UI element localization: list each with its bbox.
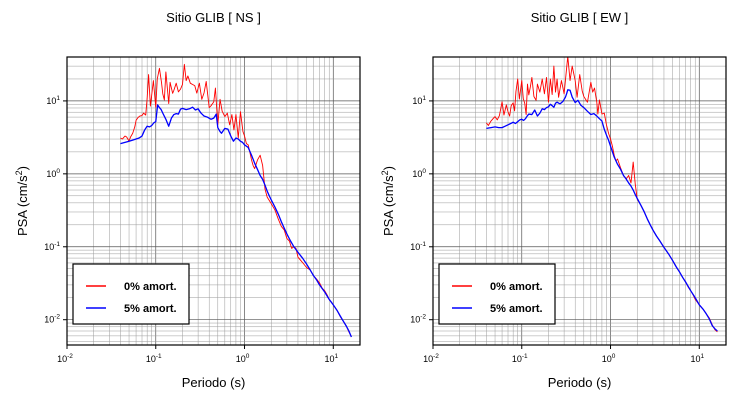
x-tick-base: 10 xyxy=(57,354,67,364)
x-axis-label: Periodo (s) xyxy=(182,375,246,390)
x-tick-exponent: -2 xyxy=(67,353,73,360)
y-axis-label-superscript: 2 xyxy=(14,170,24,175)
y-tick-label: 100 xyxy=(412,168,426,179)
y-tick-label: 101 xyxy=(46,95,60,106)
x-tick-label: 10-2 xyxy=(57,353,73,364)
chart-title: Sitio GLIB [ NS ] xyxy=(166,10,261,25)
y-axis-label-close: ) xyxy=(381,166,396,170)
x-tick-base: 10 xyxy=(602,354,612,364)
y-axis-label: PSA (cm/s2) xyxy=(380,166,396,236)
x-axis-label: Periodo (s) xyxy=(548,375,612,390)
y-tick-exponent: -1 xyxy=(54,241,60,248)
x-tick-label: 10-2 xyxy=(423,353,439,364)
legend: 0% amort. 5% amort. xyxy=(72,263,190,325)
x-tick-base: 10 xyxy=(512,354,522,364)
x-tick-label: 10-1 xyxy=(146,353,162,364)
x-tick-base: 10 xyxy=(236,354,246,364)
x-tick-base: 10 xyxy=(324,354,334,364)
x-tick-base: 10 xyxy=(423,354,433,364)
y-tick-label: 10-2 xyxy=(44,314,60,325)
legend-label: 0% amort. xyxy=(124,281,177,293)
legend: 0% amort. 5% amort. xyxy=(438,263,556,325)
y-tick-exponent: 1 xyxy=(56,95,60,102)
y-tick-base: 10 xyxy=(412,169,422,179)
x-tick-label: 100 xyxy=(602,353,616,364)
x-tick-exponent: -2 xyxy=(433,353,439,360)
x-tick-label: 100 xyxy=(236,353,250,364)
y-tick-exponent: -2 xyxy=(54,314,60,321)
y-tick-base: 10 xyxy=(46,96,56,106)
y-tick-base: 10 xyxy=(410,242,420,252)
x-tick-exponent: -1 xyxy=(522,353,528,360)
series-line-blue xyxy=(486,89,718,332)
x-tick-base: 10 xyxy=(146,354,156,364)
y-tick-base: 10 xyxy=(46,169,56,179)
y-tick-base: 10 xyxy=(410,315,420,325)
x-tick-label: 101 xyxy=(690,353,704,364)
x-tick-label: 10-1 xyxy=(512,353,528,364)
x-tick-label: 101 xyxy=(324,353,338,364)
y-axis-label-text: PSA (cm/s xyxy=(381,175,396,236)
y-axis-label: PSA (cm/s2) xyxy=(14,166,30,236)
legend-label: 5% amort. xyxy=(490,303,543,315)
chart-title: Sitio GLIB [ EW ] xyxy=(531,10,629,25)
legend-box xyxy=(438,263,556,325)
x-tick-exponent: 1 xyxy=(700,353,704,360)
y-axis-label-superscript: 2 xyxy=(380,170,390,175)
x-tick-exponent: -1 xyxy=(156,353,162,360)
y-axis-label-close: ) xyxy=(15,166,30,170)
y-tick-exponent: -2 xyxy=(420,314,426,321)
legend-label: 5% amort. xyxy=(124,303,177,315)
legend-label: 0% amort. xyxy=(490,281,543,293)
x-tick-base: 10 xyxy=(690,354,700,364)
plot-frame xyxy=(66,56,361,346)
y-tick-exponent: 0 xyxy=(56,168,60,175)
chart-panel-1: Sitio GLIB [ NS ]10-2 10-1 100 10110-210-11… xyxy=(14,10,361,390)
x-tick-exponent: 1 xyxy=(334,353,338,360)
y-axis-label-text: PSA (cm/s xyxy=(15,175,30,236)
y-tick-base: 10 xyxy=(44,242,54,252)
y-tick-label: 10-1 xyxy=(44,241,60,252)
y-tick-exponent: -1 xyxy=(420,241,426,248)
y-tick-exponent: 0 xyxy=(422,168,426,175)
grid-lines xyxy=(66,56,361,345)
y-tick-label: 10-1 xyxy=(410,241,426,252)
series-line-red xyxy=(120,63,352,337)
series-line-blue xyxy=(120,104,352,338)
legend-box xyxy=(72,263,190,325)
x-tick-exponent: 0 xyxy=(612,353,616,360)
y-tick-base: 10 xyxy=(44,315,54,325)
y-tick-label: 101 xyxy=(412,95,426,106)
x-tick-exponent: 0 xyxy=(246,353,250,360)
chart-panel-2: Sitio GLIB [ EW ]10-2 10-1 100 10110-210-11… xyxy=(380,10,727,390)
y-tick-label: 10-2 xyxy=(410,314,426,325)
y-tick-base: 10 xyxy=(412,96,422,106)
y-tick-exponent: 1 xyxy=(422,95,426,102)
y-tick-label: 100 xyxy=(46,168,60,179)
plot-frame xyxy=(432,56,727,346)
